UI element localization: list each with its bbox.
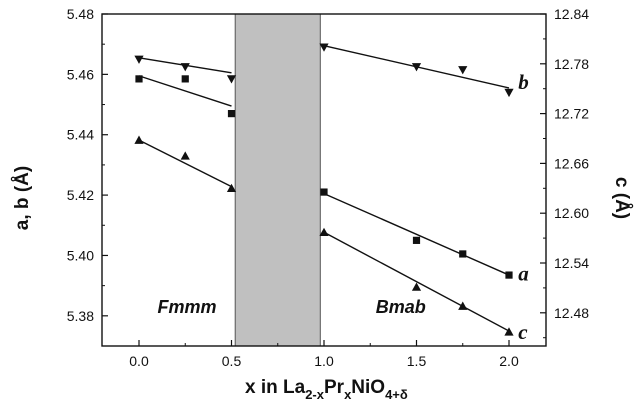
y-right-tick-label: 12.78: [554, 56, 589, 72]
point-c: [458, 301, 468, 310]
point-c: [180, 151, 190, 160]
phase-label: Bmab: [376, 297, 426, 317]
y-right-tick-label: 12.66: [554, 155, 589, 171]
point-c: [319, 227, 329, 236]
x-tick-label: 0.0: [129, 353, 149, 369]
y-left-tick-label: 5.46: [67, 66, 94, 82]
y-right-tick-label: 12.54: [554, 255, 589, 271]
x-axis-title-sub3: 4+δ: [385, 387, 408, 402]
y-right-tick-label: 12.48: [554, 305, 589, 321]
x-tick-label: 2.0: [499, 353, 519, 369]
point-a: [227, 110, 236, 118]
data-markers: [134, 43, 514, 336]
x-axis-title-sub1: 2-x: [305, 387, 325, 402]
x-tick-label: 0.5: [222, 353, 242, 369]
y-right-tick-label: 12.60: [554, 205, 589, 221]
y-left-tick-label: 5.44: [67, 127, 94, 143]
point-a: [181, 75, 189, 83]
x-axis-title-part2: Pr: [324, 377, 345, 398]
x-tick-label: 1.0: [314, 353, 334, 369]
series-label-c: c: [518, 320, 528, 344]
point-a: [412, 236, 421, 244]
point-a: [505, 271, 513, 279]
fit-line-c: [323, 231, 510, 332]
point-c: [134, 135, 144, 144]
text-labels: 0.0 0.5 1.0 1.5 2.0 5.38 5.40 5.42 5.44 5.46 5.48 1…: [67, 6, 589, 369]
series-label-b: b: [518, 70, 529, 94]
x-axis-title: x in La2-xPrxNiO4+δ: [245, 377, 408, 402]
fit-line-a: [323, 192, 510, 276]
point-a: [320, 188, 328, 196]
y-right-tick-label: 12.84: [554, 6, 589, 22]
y-left-tick-label: 5.48: [67, 6, 94, 22]
y-left-tick-label: 5.38: [67, 308, 94, 324]
shaded-region: [234, 13, 321, 347]
point-b: [226, 75, 237, 84]
phase-label: Fmmm: [158, 297, 217, 317]
point-b: [411, 63, 422, 72]
y-left-tick-label: 5.40: [67, 247, 94, 263]
x-tick-label: 1.5: [407, 353, 427, 369]
point-b: [134, 55, 144, 64]
point-a: [135, 75, 143, 83]
fit-lines: [138, 45, 510, 332]
y-axis-title-right: c (Å): [611, 177, 632, 219]
point-b: [319, 43, 329, 52]
point-a: [459, 250, 467, 258]
fit-line-a: [138, 75, 232, 107]
point-b: [180, 63, 190, 72]
point-b: [504, 88, 514, 98]
point-b: [458, 66, 468, 75]
y-left-tick-label: 5.42: [67, 187, 94, 203]
fit-line-c: [138, 139, 232, 188]
series-label-a: a: [518, 262, 529, 286]
point-c: [226, 183, 237, 192]
axis-ticks: [102, 13, 546, 346]
x-axis-title-sub2: x: [344, 387, 352, 402]
y-right-tick-label: 12.72: [554, 106, 589, 122]
point-c: [411, 282, 422, 291]
y-axis-title-left: a, b (Å): [12, 166, 33, 230]
x-axis-title-part3: NiO: [351, 377, 385, 398]
point-c: [504, 327, 514, 336]
x-axis-title-main: x in La: [245, 377, 306, 398]
